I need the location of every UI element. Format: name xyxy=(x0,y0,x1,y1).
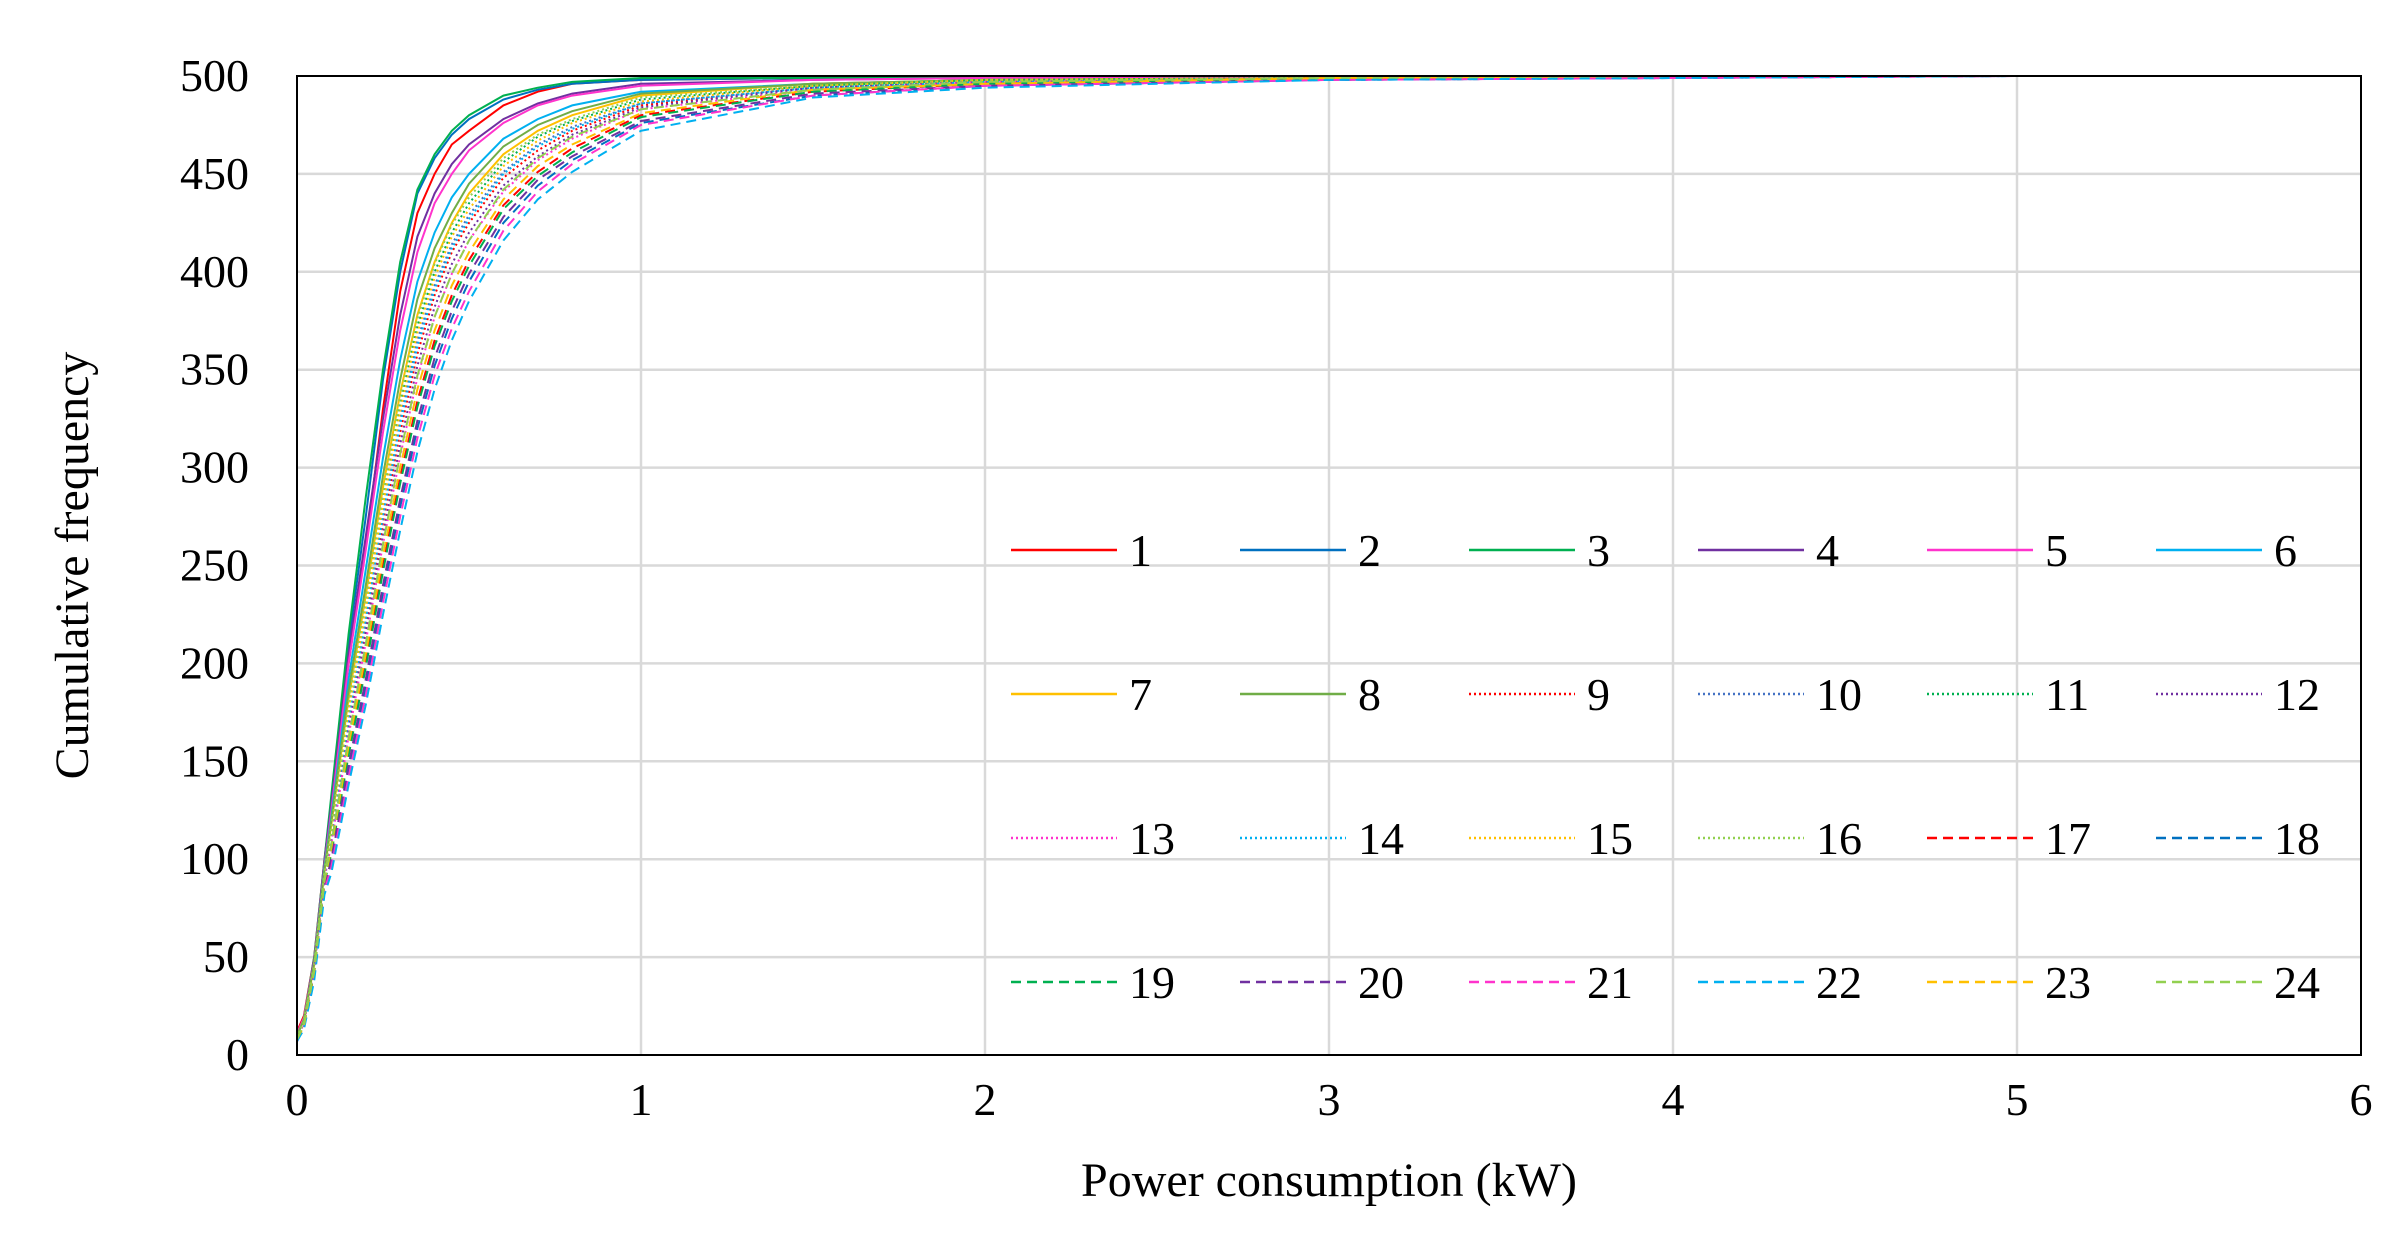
series-line-20 xyxy=(296,75,2361,1042)
y-tick-label: 300 xyxy=(180,442,249,493)
legend-label-10: 10 xyxy=(1816,669,1862,720)
x-axis-title: Power consumption (kW) xyxy=(1081,1154,1577,1207)
legend-label-12: 12 xyxy=(2274,669,2320,720)
y-tick-label: 400 xyxy=(180,246,249,297)
x-tick-label: 6 xyxy=(2350,1074,2373,1125)
legend-label-18: 18 xyxy=(2274,813,2320,864)
y-tick-label: 200 xyxy=(180,637,249,688)
legend-label-21: 21 xyxy=(1587,957,1633,1008)
legend-label-4: 4 xyxy=(1816,525,1839,576)
legend-label-17: 17 xyxy=(2045,813,2091,864)
series-line-22 xyxy=(296,75,2361,1042)
series-line-18 xyxy=(296,75,2361,1042)
series-line-12 xyxy=(296,75,2361,1038)
y-axis-title: Cumulative frequency xyxy=(46,352,99,780)
legend-label-14: 14 xyxy=(1358,813,1404,864)
legend-label-16: 16 xyxy=(1816,813,1862,864)
plot-area-frame xyxy=(296,75,2362,1056)
series-line-21 xyxy=(296,75,2361,1042)
y-tick-label: 0 xyxy=(226,1029,249,1080)
legend-label-23: 23 xyxy=(2045,957,2091,1008)
legend-label-2: 2 xyxy=(1358,525,1381,576)
legend-label-7: 7 xyxy=(1129,669,1152,720)
y-tick-label: 450 xyxy=(180,148,249,199)
legend-label-11: 11 xyxy=(2045,669,2089,720)
x-tick-label: 0 xyxy=(286,1074,309,1125)
legend-label-19: 19 xyxy=(1129,957,1175,1008)
legend-label-20: 20 xyxy=(1358,957,1404,1008)
series-line-11 xyxy=(296,75,2361,1038)
legend-label-5: 5 xyxy=(2045,525,2068,576)
x-tick-label: 1 xyxy=(630,1074,653,1125)
x-tick-label: 2 xyxy=(974,1074,997,1125)
y-tick-label: 250 xyxy=(180,540,249,591)
series-lines xyxy=(296,75,2361,1042)
x-tick-label: 3 xyxy=(1318,1074,1341,1125)
y-tick-label: 500 xyxy=(180,50,249,101)
legend-label-9: 9 xyxy=(1587,669,1610,720)
legend-label-1: 1 xyxy=(1129,525,1152,576)
grid xyxy=(297,76,2361,1055)
legend-label-6: 6 xyxy=(2274,525,2297,576)
legend-label-24: 24 xyxy=(2274,957,2320,1008)
legend-label-13: 13 xyxy=(1129,813,1175,864)
series-line-13 xyxy=(296,75,2361,1038)
series-line-14 xyxy=(296,75,2361,1038)
y-tick-label: 150 xyxy=(180,735,249,786)
x-tick-label: 4 xyxy=(1662,1074,1685,1125)
y-tick-label: 50 xyxy=(203,931,249,982)
legend-label-15: 15 xyxy=(1587,813,1633,864)
legend-label-22: 22 xyxy=(1816,957,1862,1008)
y-tick-label: 350 xyxy=(180,344,249,395)
x-tick-label: 5 xyxy=(2006,1074,2029,1125)
y-tick-label: 100 xyxy=(180,833,249,884)
legend-label-8: 8 xyxy=(1358,669,1381,720)
legend-label-3: 3 xyxy=(1587,525,1610,576)
